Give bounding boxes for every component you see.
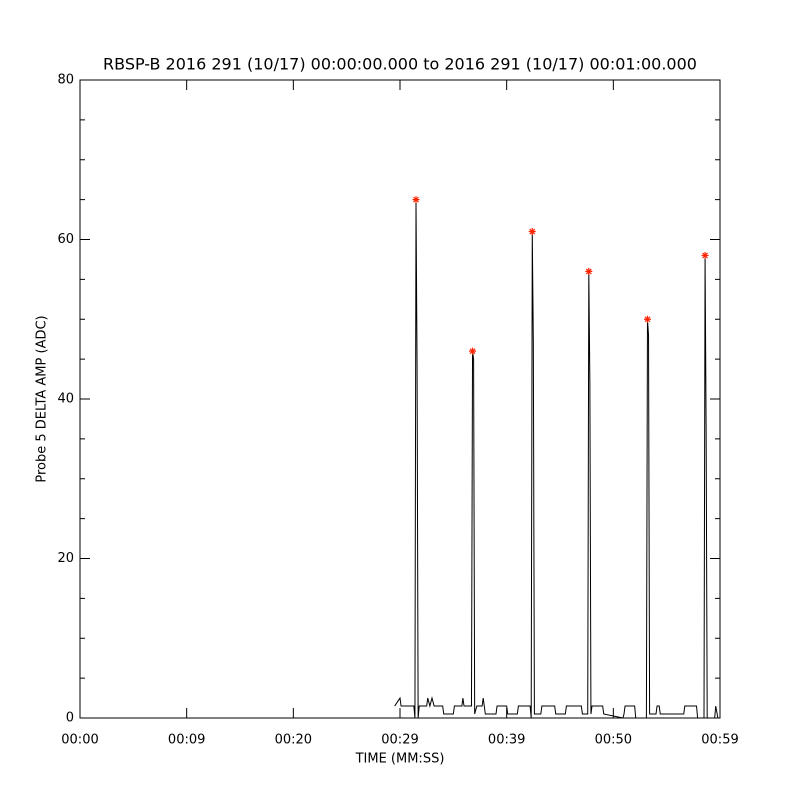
x-tick-label: 00:20 [275, 733, 312, 748]
y-tick-label: 20 [57, 551, 74, 566]
x-tick-label: 00:29 [381, 733, 418, 748]
peak-marker [701, 251, 709, 259]
plot-frame [79, 79, 721, 719]
peak-marker [585, 267, 593, 275]
peak-marker [528, 228, 536, 236]
y-tick-label: 0 [66, 711, 74, 726]
x-axis-label: TIME (MM:SS) [355, 752, 445, 767]
x-tick-label: 00:00 [61, 733, 98, 748]
y-tick-label: 60 [57, 232, 74, 247]
y-axis-label: Probe 5 DELTA AMP (ADC) [35, 315, 50, 482]
peak-marker [412, 196, 420, 204]
peak-marker [643, 315, 651, 323]
x-tick-label: 00:50 [595, 733, 632, 748]
data-line [394, 199, 719, 719]
peak-marker [469, 347, 477, 355]
x-tick-label: 00:09 [168, 733, 205, 748]
x-tick-label: 00:59 [701, 733, 738, 748]
x-tick-label: 00:39 [488, 733, 525, 748]
chart-title: RBSP-B 2016 291 (10/17) 00:00:00.000 to … [103, 55, 697, 74]
y-tick-label: 40 [57, 392, 74, 407]
y-tick-label: 80 [57, 73, 74, 88]
